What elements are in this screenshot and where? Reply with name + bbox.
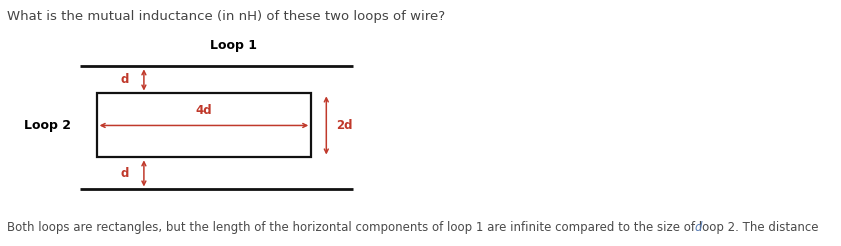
FancyArrowPatch shape: [325, 98, 328, 153]
FancyArrowPatch shape: [142, 162, 145, 185]
Text: Both loops are rectangles, but the length of the horizontal components of loop 1: Both loops are rectangles, but the lengt…: [7, 221, 822, 234]
Text: d: d: [120, 167, 129, 180]
Text: Loop 2: Loop 2: [24, 119, 71, 132]
FancyArrowPatch shape: [142, 71, 145, 89]
Bar: [97, 93, 311, 157]
Text: Loop 1: Loop 1: [210, 39, 257, 52]
Text: d: d: [120, 74, 129, 86]
Text: What is the mutual inductance (in nH) of these two loops of wire?: What is the mutual inductance (in nH) of…: [7, 10, 445, 23]
Text: 2d: 2d: [336, 119, 353, 132]
Text: 4d: 4d: [196, 104, 212, 117]
Text: d: d: [695, 221, 702, 234]
FancyArrowPatch shape: [101, 123, 307, 127]
